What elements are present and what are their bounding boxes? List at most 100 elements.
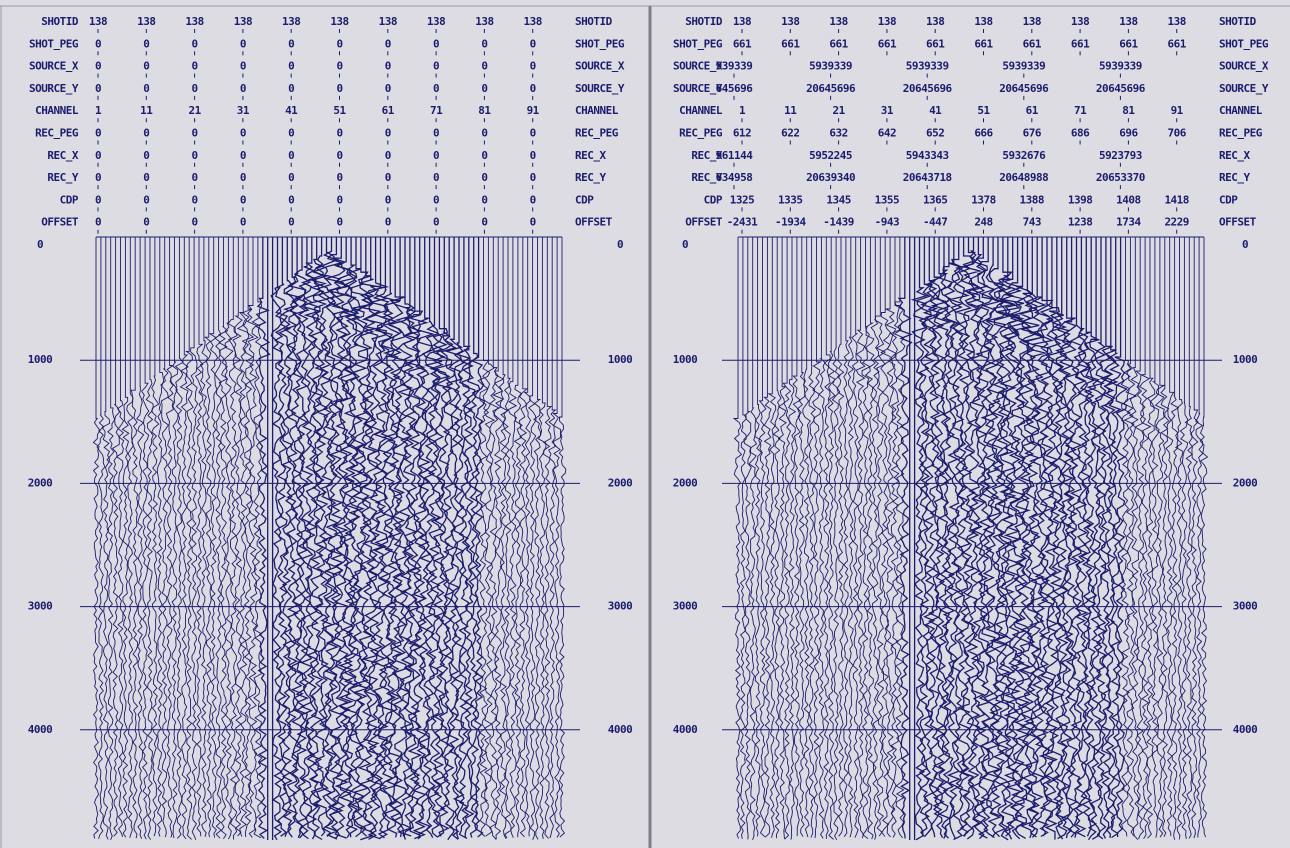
header-value: 0 [481,82,487,95]
header-value: 0 [288,37,294,50]
trace [792,237,802,837]
header-value: 1398 [1068,193,1093,206]
header-value: 0 [481,149,487,162]
trace [1061,237,1080,838]
trace [971,237,994,839]
header-label: OFFSET [685,216,723,229]
header-value: 71 [1074,104,1087,117]
header-value: 0 [240,193,246,206]
trace [992,237,1015,837]
header-value: 11 [140,104,153,117]
header-label-right: CDP [575,193,594,206]
header-value: 11 [784,104,797,117]
time-label-right: 3000 [1233,600,1258,613]
header-value: 696 [1119,127,1138,140]
trace [214,237,222,839]
header-value: -2431 [727,216,758,229]
trace [874,237,887,837]
header-label-right: REC_Y [575,171,606,184]
trace [403,237,426,840]
trace [115,237,125,837]
time-label: 0 [37,238,43,251]
header-value: 0 [192,60,198,73]
header-value: 0 [143,193,149,206]
trace [217,237,229,839]
trace [518,237,529,838]
header-value: 138 [282,15,300,28]
header-value: 0 [95,171,101,184]
header-value: 0 [143,127,149,140]
trace [278,237,296,837]
header-value: 138 [234,15,252,28]
trace [136,237,145,839]
trace [1179,237,1189,839]
trace [203,237,212,838]
time-label: 2000 [28,476,53,489]
header-value: 0 [95,37,101,50]
header-value: 61 [1026,104,1039,117]
trace [777,237,787,839]
header-value: 0 [336,193,342,206]
header-value: 0 [385,171,391,184]
trace [527,237,537,840]
header-value: 0 [240,37,246,50]
header-value: 138 [185,15,203,28]
header-label: REC_PEG [679,127,723,140]
header-value: 661 [1071,37,1090,50]
trace [358,237,384,840]
header-value: 0 [433,149,439,162]
trace [1057,237,1076,839]
header-value: 0 [288,193,294,206]
trace [232,237,243,837]
trace [732,237,743,839]
header-label-right: REC_Y [1219,171,1250,184]
header-label: SOURCE_Y [29,82,79,95]
time-label: 0 [682,238,688,251]
header-value: 0 [192,171,198,184]
header-value: 0 [95,149,101,162]
trace [402,237,420,840]
header-value: 5923793 [1099,149,1142,162]
trace [935,237,953,839]
header-value: 138 [427,15,445,28]
header-value: 0 [240,171,246,184]
header-value: 1 [739,104,746,117]
header-value: 138 [330,15,348,28]
trace [1134,237,1147,840]
header-value: 0 [95,60,101,73]
header-label-right: REC_PEG [1219,127,1263,140]
trace [552,237,562,838]
trace [121,237,130,838]
trace [802,237,811,838]
trace [1031,237,1055,838]
trace [251,237,263,839]
header-value: 138 [1168,15,1186,28]
header-value: 0 [288,171,294,184]
trace [92,237,101,839]
time-label-right: 0 [617,238,623,251]
header-label-right: SHOTID [1219,15,1257,28]
trace [920,237,939,838]
trace [302,237,322,840]
trace [410,237,429,840]
header-value: 0 [433,37,439,50]
header-label: SOURCE_X [29,60,79,73]
trace [1149,237,1160,838]
header-value: 0 [192,127,198,140]
trace [387,237,410,837]
header-value: 0 [192,149,198,162]
header-label-right: SOURCE_Y [1219,82,1269,95]
trace [847,237,855,838]
header-value: 5952245 [809,149,852,162]
trace [558,237,567,838]
header-value: 20653370 [1096,171,1145,184]
header-value: 0 [336,82,342,95]
trace [315,237,337,837]
trace [533,237,542,840]
trace [434,237,454,837]
header-label-right: SHOT_PEG [1219,37,1269,50]
trace [797,237,806,837]
trace [491,237,505,840]
header-value: 661 [1119,37,1138,50]
header-value: 138 [878,15,896,28]
